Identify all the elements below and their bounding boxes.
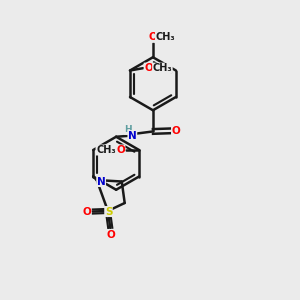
Text: O: O	[144, 63, 153, 73]
Text: CH₃: CH₃	[96, 145, 116, 155]
Text: N: N	[97, 176, 106, 187]
Text: H: H	[124, 125, 132, 134]
Text: S: S	[105, 206, 112, 217]
Text: O: O	[172, 126, 180, 136]
Text: O: O	[116, 145, 125, 155]
Text: O: O	[106, 230, 115, 239]
Text: O: O	[82, 206, 91, 217]
Text: N: N	[128, 130, 137, 141]
Text: CH₃: CH₃	[153, 63, 172, 73]
Text: CH₃: CH₃	[155, 32, 175, 42]
Text: O: O	[148, 32, 157, 42]
